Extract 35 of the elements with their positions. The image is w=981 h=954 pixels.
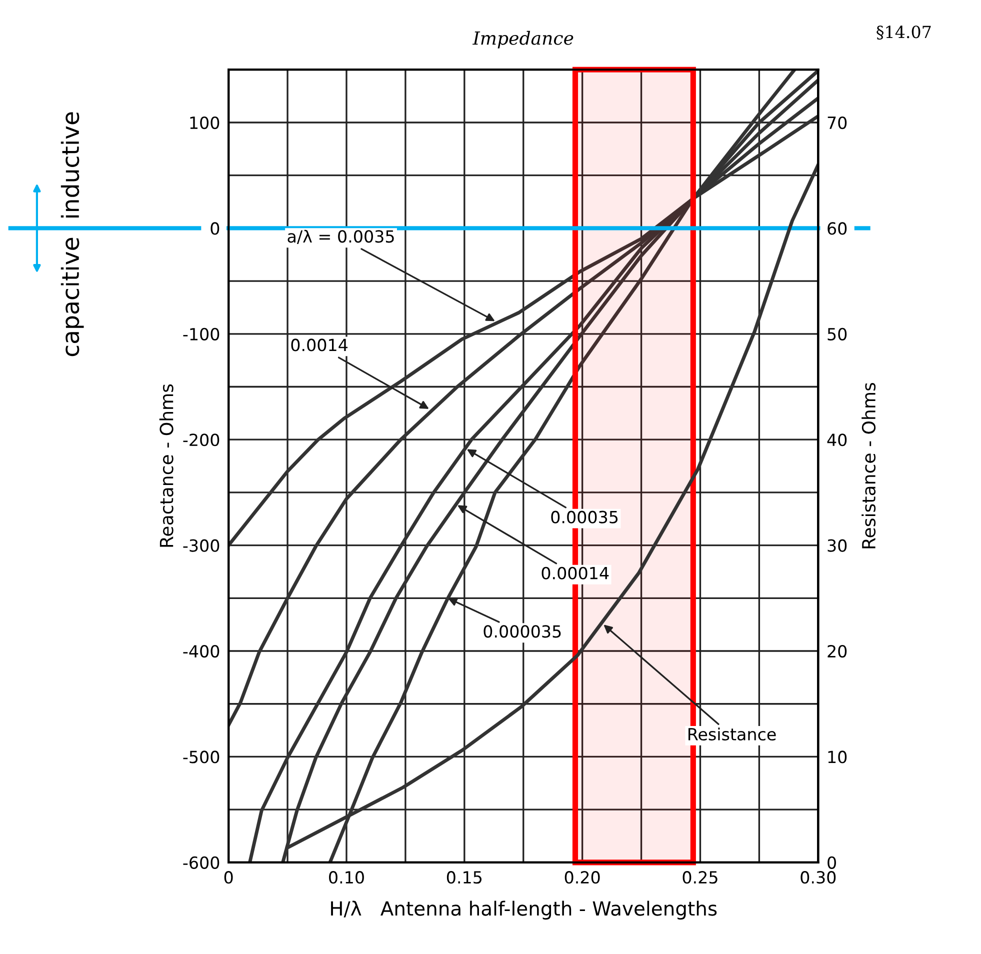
- y2-tick-label: 40: [827, 434, 847, 446]
- y2-tick-label: 60: [828, 222, 847, 235]
- y2-tick-label: 10: [828, 750, 847, 764]
- y-tick-label: -600: [183, 856, 220, 869]
- y2-tick-label: 50: [828, 328, 847, 340]
- x-tick-label: 0.25: [682, 871, 718, 884]
- y-tick-label: -400: [183, 644, 220, 658]
- y-tick-label: 0: [210, 222, 220, 235]
- y2-tick-label: 0: [828, 856, 836, 869]
- text: capacitive: [60, 238, 84, 356]
- x-tick-label: 0: [224, 871, 233, 884]
- x-tick-label: 0.30: [800, 871, 836, 884]
- annotation: 0.000035: [484, 625, 561, 638]
- annotation: Resistance: [688, 728, 776, 741]
- text: §14.07: [876, 26, 931, 40]
- x-tick-label: 0.20: [564, 871, 600, 884]
- y2-tick-label: 70: [828, 116, 847, 130]
- x-axis-title: H/λ Antenna half-length - Wavelengths: [331, 900, 717, 920]
- y-tick-label: -200: [183, 434, 220, 446]
- y2-tick-label: 30: [828, 539, 847, 552]
- x-tick-label: 0.15: [446, 871, 482, 884]
- text: inductive: [60, 112, 80, 218]
- x-tick-label: 0.10: [329, 871, 364, 884]
- annotation: 0.0014: [291, 338, 348, 352]
- y-axis-title: Reactance - Ohms: [159, 384, 174, 547]
- y-tick-label: -100: [183, 328, 220, 340]
- y-tick-label: 100: [190, 116, 220, 130]
- y-tick-label: -500: [183, 750, 220, 764]
- y2-tick-label: 20: [828, 644, 847, 658]
- y2-axis-title: Resistance - Ohms: [862, 382, 876, 548]
- annotation: a/λ = 0.0035: [288, 230, 394, 244]
- annotation: 0.00035: [551, 510, 618, 524]
- y-tick-label: -300: [183, 539, 220, 552]
- chart-title: Impedance: [472, 30, 574, 48]
- annotation: 0.00014: [542, 566, 609, 580]
